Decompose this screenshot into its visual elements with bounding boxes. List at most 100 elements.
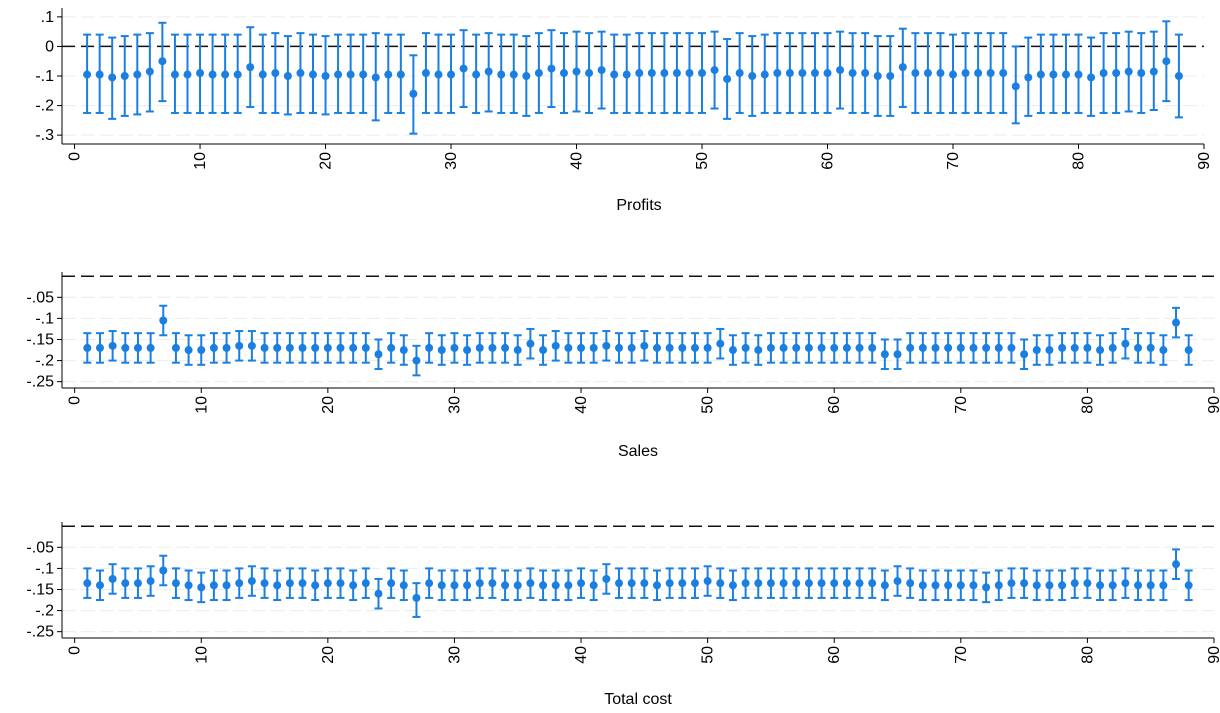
total-cost-estimate-43: [615, 567, 624, 599]
total-cost-estimate-19: [311, 569, 320, 602]
total-cost-point-29: [437, 581, 446, 590]
total-cost-point-44: [627, 579, 636, 588]
sales-point-87: [1172, 318, 1181, 327]
profits-estimate-52: [723, 38, 732, 120]
total-cost-point-86: [1159, 581, 1168, 590]
total-cost-estimate-76: [1032, 569, 1041, 602]
profits-point-59: [810, 69, 819, 78]
sales-estimate-20: [323, 332, 332, 364]
sales-estimate-76: [1032, 334, 1041, 366]
sales-point-70: [956, 343, 965, 352]
sales-estimate-40: [577, 332, 586, 364]
sales-point-58: [804, 343, 813, 352]
total-cost-estimate-78: [1058, 569, 1067, 602]
total-cost-estimate-66: [906, 567, 915, 599]
sales-estimate-4: [121, 332, 130, 364]
sales-point-4: [121, 343, 130, 352]
sales-point-51: [716, 339, 725, 348]
total-cost-point-60: [830, 579, 839, 588]
sales-estimate-68: [931, 332, 940, 364]
profits-estimate-23: [359, 33, 368, 114]
total-cost-point-53: [741, 579, 750, 588]
sales-estimate-27: [412, 344, 421, 377]
profits-point-12: [221, 70, 230, 79]
profits-point-76: [1024, 73, 1033, 82]
profits-y-tick-label-2: -.1: [35, 68, 54, 85]
total-cost-point-48: [678, 579, 687, 588]
total-cost-point-47: [665, 579, 674, 588]
profits-y-tick-label-4: -.3: [35, 127, 54, 144]
total-cost-point-35: [513, 581, 522, 590]
total-cost-estimate-68: [931, 569, 940, 602]
profits-x-tick-label-7: 70: [945, 152, 962, 170]
total-cost-point-34: [501, 581, 510, 590]
total-cost-point-42: [602, 574, 611, 583]
profits-estimate-50: [698, 32, 707, 114]
total-cost-x-tick-label-3: 30: [446, 646, 463, 664]
sales-estimate-73: [994, 332, 1003, 364]
total-cost-point-81: [1096, 581, 1105, 590]
profits-point-14: [246, 63, 255, 72]
total-cost-estimate-6: [146, 565, 155, 597]
sales-estimate-36: [526, 327, 535, 360]
profits-estimate-16: [271, 32, 280, 114]
total-cost-estimate-11: [209, 569, 218, 602]
profits-estimate-66: [898, 27, 907, 109]
total-cost-x-tick-label-0: 0: [67, 646, 84, 655]
sales-estimate-64: [880, 338, 889, 371]
profits-x-tick-label-8: 80: [1071, 152, 1088, 170]
profits-estimate-32: [472, 33, 481, 114]
sales-estimate-85: [1146, 332, 1155, 364]
total-cost-point-6: [146, 577, 155, 586]
profits-x-tick-label-3: 30: [443, 152, 460, 170]
profits-point-80: [1074, 70, 1083, 79]
profits-estimate-45: [635, 32, 644, 114]
total-cost-point-59: [817, 579, 826, 588]
profits-estimate-12: [221, 33, 230, 114]
profits-estimate-15: [258, 33, 267, 114]
sales-y-tick-label-3: -.2: [35, 353, 54, 370]
profits-estimate-48: [672, 32, 681, 114]
total-cost-y-tick-label-3: -.2: [35, 603, 54, 620]
total-cost-point-62: [855, 579, 864, 588]
profits-point-50: [698, 69, 707, 78]
total-cost-point-15: [260, 579, 269, 588]
sales-estimate-82: [1108, 332, 1117, 364]
sales-point-52: [728, 346, 737, 355]
sales-point-45: [640, 341, 649, 350]
sales-estimate-1: [83, 332, 92, 364]
sales-point-48: [678, 343, 687, 352]
sales-point-76: [1032, 346, 1041, 355]
sales-estimate-18: [298, 332, 307, 364]
sales-estimate-80: [1083, 332, 1092, 364]
profits-estimate-58: [798, 32, 807, 114]
sales-estimate-11: [209, 332, 218, 364]
sales-point-86: [1159, 346, 1168, 355]
sales-point-53: [741, 343, 750, 352]
sales-estimate-84: [1134, 332, 1143, 364]
sales-point-31: [463, 346, 472, 355]
sales-point-26: [399, 346, 408, 355]
profits-point-43: [610, 70, 619, 79]
profits-estimate-30: [447, 33, 456, 114]
total-cost-estimate-85: [1146, 569, 1155, 602]
sales-estimate-5: [133, 332, 142, 364]
profits-estimate-5: [133, 33, 142, 116]
profits-y-tick-label-3: -.2: [35, 98, 54, 115]
sales-estimate-50: [703, 332, 712, 364]
profits-point-27: [409, 89, 418, 98]
sales-point-80: [1083, 343, 1092, 352]
sales-estimate-16: [273, 332, 282, 364]
profits-point-37: [534, 69, 543, 78]
profits-estimate-51: [710, 30, 719, 110]
profits-estimate-73: [986, 32, 995, 114]
total-cost-estimate-7: [159, 554, 168, 587]
total-cost-point-5: [133, 579, 142, 588]
total-cost-estimate-8: [171, 567, 180, 599]
profits-point-29: [434, 70, 443, 79]
profits-estimate-82: [1099, 32, 1108, 114]
sales-estimate-83: [1121, 327, 1130, 360]
sales-point-37: [539, 346, 548, 355]
total-cost-axis-title: Total cost: [604, 691, 672, 708]
profits-estimate-3: [108, 36, 117, 120]
